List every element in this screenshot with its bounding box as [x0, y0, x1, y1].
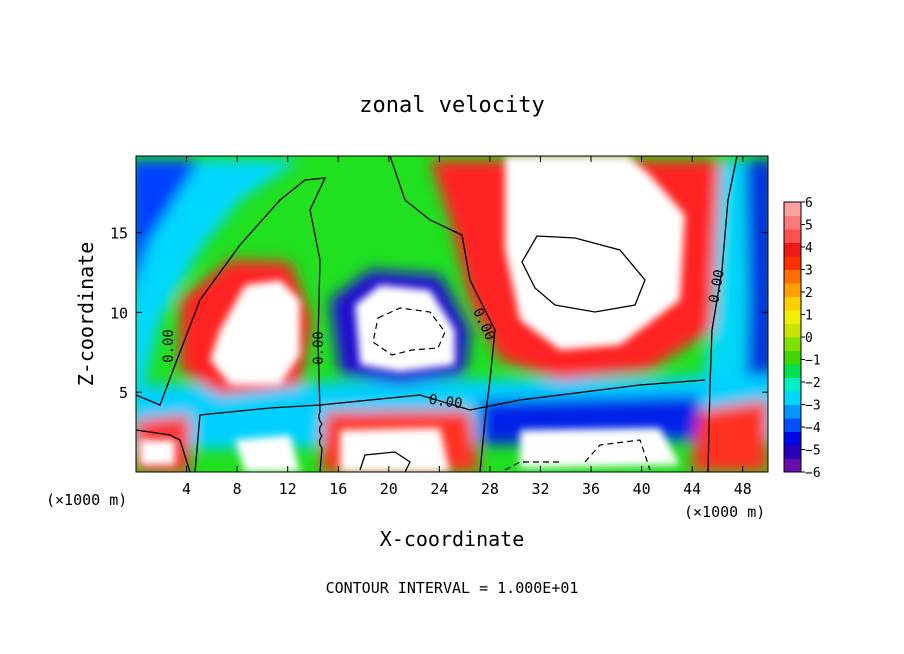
colorbar-tick-label: 2	[805, 286, 813, 301]
x-tick-label: 32	[531, 480, 549, 498]
colorbar-swatch	[784, 431, 801, 446]
white-core-bottom-left	[235, 435, 300, 472]
heatmap-field: 0.00 0.00 0.00 0.00 0.00	[136, 156, 768, 472]
colorbar-tick-label: −6	[805, 466, 821, 481]
colorbar-tick-label: −5	[805, 444, 821, 459]
closed-contour-bottom-center	[359, 451, 411, 472]
colorbar-tick-label: 4	[805, 241, 813, 256]
x-tick-label: 24	[430, 480, 448, 498]
zero-contour-bottom	[136, 379, 706, 472]
colorbar-tick-label: 5	[805, 219, 813, 234]
colorbar-swatch	[784, 242, 801, 257]
x-tick-label: 44	[683, 480, 701, 498]
x-tick-label: 40	[633, 480, 651, 498]
colorbar-tick-label: −4	[805, 421, 821, 436]
colorbar-tick-label: 0	[805, 331, 813, 346]
colorbar-swatch	[784, 364, 801, 378]
x-tick-label: 16	[329, 480, 347, 498]
colorbar: 6 5 4 3 2 1 0 −1 −2 −3 −4 −5 −6	[783, 196, 821, 481]
y-axis: 5 10 15	[110, 225, 768, 402]
y-axis-label: Z-coordinate	[74, 242, 98, 387]
white-core-lower-left	[140, 440, 175, 465]
dashed-contour-bottom-mid	[504, 461, 560, 471]
y-tick-label: 15	[110, 225, 128, 243]
colorbar-swatch	[784, 377, 801, 392]
blue-region-left	[136, 160, 215, 342]
contour-label-right: 0.00	[706, 268, 728, 304]
colorbar-swatch	[784, 269, 801, 284]
plot-frame	[135, 155, 769, 473]
colorbar-tick-label: 3	[805, 264, 813, 279]
colorbar-swatch	[784, 337, 801, 351]
contour-lines	[136, 156, 738, 472]
colorbar-tick-label: 1	[805, 309, 813, 324]
x-tick-label: 36	[582, 480, 600, 498]
x-tick-label: 20	[380, 480, 398, 498]
colorbar-swatch	[784, 445, 801, 459]
colorbar-swatch	[784, 323, 801, 338]
colorbar-tick-label: 6	[805, 196, 813, 211]
contour-interval-footer: CONTOUR INTERVAL = 1.000E+01	[326, 579, 579, 597]
contour-label-left: 0.00	[161, 329, 177, 363]
chart-title: zonal velocity	[359, 93, 544, 118]
contour-label-bottom: 0.00	[428, 392, 464, 413]
white-core-left	[210, 280, 300, 385]
colorbar-swatch	[784, 202, 801, 216]
x-tick-label: 48	[734, 480, 752, 498]
x-tick-label: 28	[481, 480, 499, 498]
colorbar-swatch	[784, 256, 801, 270]
colorbar-swatch	[784, 229, 801, 243]
colorbar-swatch	[784, 404, 801, 419]
warm-region-bottom-right	[690, 400, 768, 472]
zero-contour-left	[136, 177, 327, 472]
colorbar-tick-label: −3	[805, 399, 821, 414]
zero-contour-right	[707, 156, 738, 472]
white-core-center	[355, 285, 455, 372]
x-unit-left: (×1000 m)	[46, 491, 127, 509]
colorbar-tick-label: −2	[805, 376, 821, 391]
dashed-contour-bottom-right	[584, 439, 651, 471]
colorbar-swatch	[784, 296, 801, 311]
x-axis: 4 8 12 16 20 24 28 32 36 40 44 48	[182, 156, 752, 498]
colorbar-swatch	[784, 350, 801, 365]
colorbar-swatch	[784, 283, 801, 297]
contour-label-mid-left: 0.00	[311, 331, 327, 365]
colorbar-swatch	[784, 310, 801, 324]
colorbar-swatch	[784, 458, 801, 473]
x-unit-right: (×1000 m)	[684, 503, 765, 521]
x-tick-label: 12	[279, 480, 297, 498]
closed-contour-top-right	[521, 235, 646, 313]
dashed-contour-center	[372, 307, 446, 356]
x-tick-label: 4	[182, 480, 191, 498]
x-tick-label: 8	[233, 480, 242, 498]
white-core-bottom-center	[340, 428, 450, 472]
colorbar-swatch	[784, 391, 801, 405]
x-axis-label: X-coordinate	[380, 527, 525, 551]
colorbar-tick-label: −1	[805, 354, 821, 369]
colorbar-swatch	[784, 418, 801, 432]
y-tick-label: 5	[119, 384, 128, 402]
colorbar-swatch	[784, 215, 801, 230]
cyan-region-left	[136, 160, 300, 400]
y-tick-label: 10	[110, 304, 128, 322]
white-core-bottom-right	[520, 428, 680, 468]
negative-contour-lines	[372, 307, 651, 471]
